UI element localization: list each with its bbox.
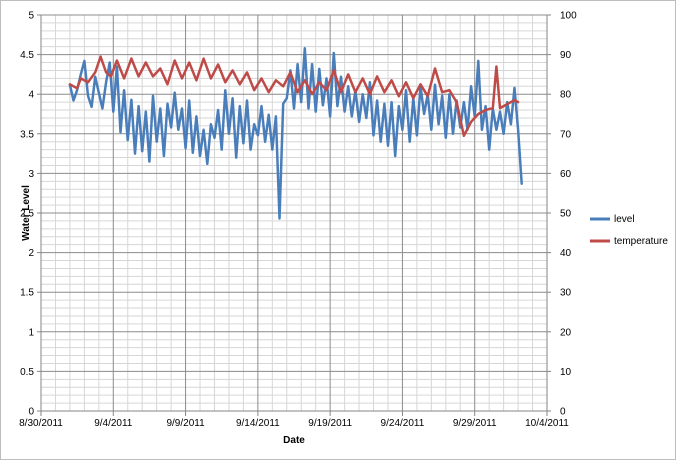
y2-tick-label: 0	[560, 407, 566, 418]
y2-tick-label: 30	[560, 288, 572, 299]
y2-tick-label: 70	[560, 129, 572, 140]
y2-tick-label: 40	[560, 248, 572, 259]
y-tick-label: 0	[28, 407, 34, 418]
y-tick-label: 2	[28, 248, 34, 259]
y2-tick-label: 50	[560, 209, 572, 220]
series-line-temperature	[68, 55, 520, 138]
legend-label-level: level	[614, 214, 635, 225]
y2-tick-label: 60	[560, 169, 572, 180]
x-tick-label: 8/30/2011	[19, 418, 63, 429]
x-tick-label: 9/9/2011	[166, 418, 205, 429]
y-tick-label: 4.5	[20, 50, 34, 61]
y-tick-label: 3.5	[20, 129, 34, 140]
y2-tick-label: 20	[560, 327, 572, 338]
y-tick-label: 2.5	[20, 209, 34, 220]
x-tick-label: 9/14/2011	[236, 418, 280, 429]
x-tick-label: 9/29/2011	[453, 418, 497, 429]
legend: level temperature	[590, 214, 668, 247]
x-tick-label: 9/19/2011	[308, 418, 352, 429]
y-tick-label: 0.5	[20, 367, 34, 378]
x-tick-label: 9/4/2011	[94, 418, 133, 429]
x-tick-label: 9/24/2011	[381, 418, 425, 429]
x-axis-title: Date	[283, 435, 305, 446]
y-tick-label: 4	[28, 90, 34, 101]
y2-tick-label: 90	[560, 50, 572, 61]
y-axis-title: Water Level	[21, 185, 32, 241]
y-tick-label: 1.5	[20, 288, 34, 299]
axes-layer	[37, 14, 551, 416]
legend-label-temperature: temperature	[614, 236, 668, 247]
tick-labels: 8/30/2011 9/4/2011 9/9/2011 9/14/2011 9/19/2…	[19, 11, 577, 430]
y-tick-label: 1	[28, 327, 34, 338]
y2-tick-label: 10	[560, 367, 572, 378]
y-tick-label: 5	[28, 11, 34, 22]
x-tick-label: 10/4/2011	[525, 418, 569, 429]
y2-tick-label: 100	[560, 11, 577, 22]
y-tick-label: 3	[28, 169, 34, 180]
series-layer	[68, 47, 523, 220]
y2-tick-label: 80	[560, 90, 572, 101]
